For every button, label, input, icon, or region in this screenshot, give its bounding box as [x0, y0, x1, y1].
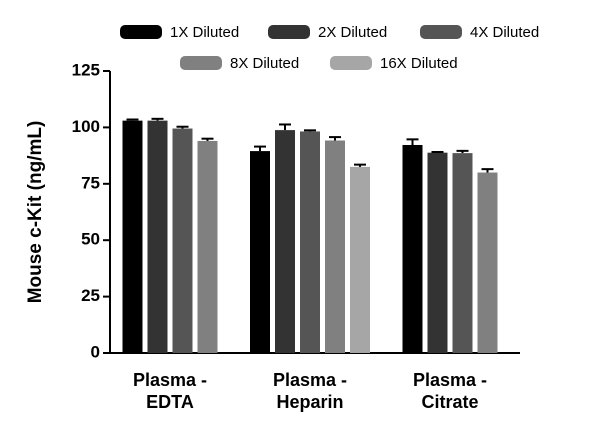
y-tick-label: 125 [72, 60, 100, 79]
legend-label: 16X Diluted [380, 55, 458, 72]
legend-swatch [420, 25, 462, 39]
x-tick-label: Plasma - Heparin [272, 370, 348, 412]
error-bar [456, 149, 469, 154]
error-bar [254, 145, 266, 152]
x-tick-label: Plasma - Citrate [412, 370, 488, 412]
legend-swatch [268, 25, 310, 39]
legend-label: 8X Diluted [230, 55, 299, 72]
y-tick-label: 0 [91, 342, 100, 361]
bar [172, 128, 193, 353]
error-bar [201, 137, 214, 141]
error-bar [406, 138, 419, 145]
y-tick-label: 25 [81, 286, 100, 305]
y-tick-label: 50 [81, 230, 100, 249]
bar [250, 151, 270, 353]
bar [325, 140, 345, 353]
error-bar [481, 168, 494, 173]
bar [300, 131, 320, 353]
legend-swatch [120, 25, 162, 39]
bar [477, 172, 498, 353]
error-bar [354, 163, 366, 167]
y-axis-title: Mouse c-Kit (ng/mL) [25, 121, 46, 304]
bar [402, 144, 423, 353]
bar [122, 120, 143, 353]
x-tick-label: Plasma - EDTA [132, 370, 208, 412]
y-tick-label: 100 [72, 117, 100, 136]
error-bar [304, 129, 316, 132]
bar [275, 130, 295, 353]
error-bar [176, 125, 189, 129]
error-bar [151, 117, 164, 121]
error-bar [329, 136, 341, 141]
error-bar [126, 118, 139, 121]
error-bar [431, 150, 444, 153]
bar [147, 120, 168, 353]
y-tick-label: 75 [81, 173, 100, 192]
legend-label: 1X Diluted [170, 24, 239, 41]
legend-swatch [330, 56, 372, 70]
legend-swatch [180, 56, 222, 70]
error-bar [279, 123, 291, 131]
bar [427, 152, 448, 353]
legend-label: 4X Diluted [470, 24, 539, 41]
legend-label: 2X Diluted [318, 24, 387, 41]
bar [350, 166, 370, 353]
bar [452, 153, 473, 353]
bar [197, 140, 218, 353]
